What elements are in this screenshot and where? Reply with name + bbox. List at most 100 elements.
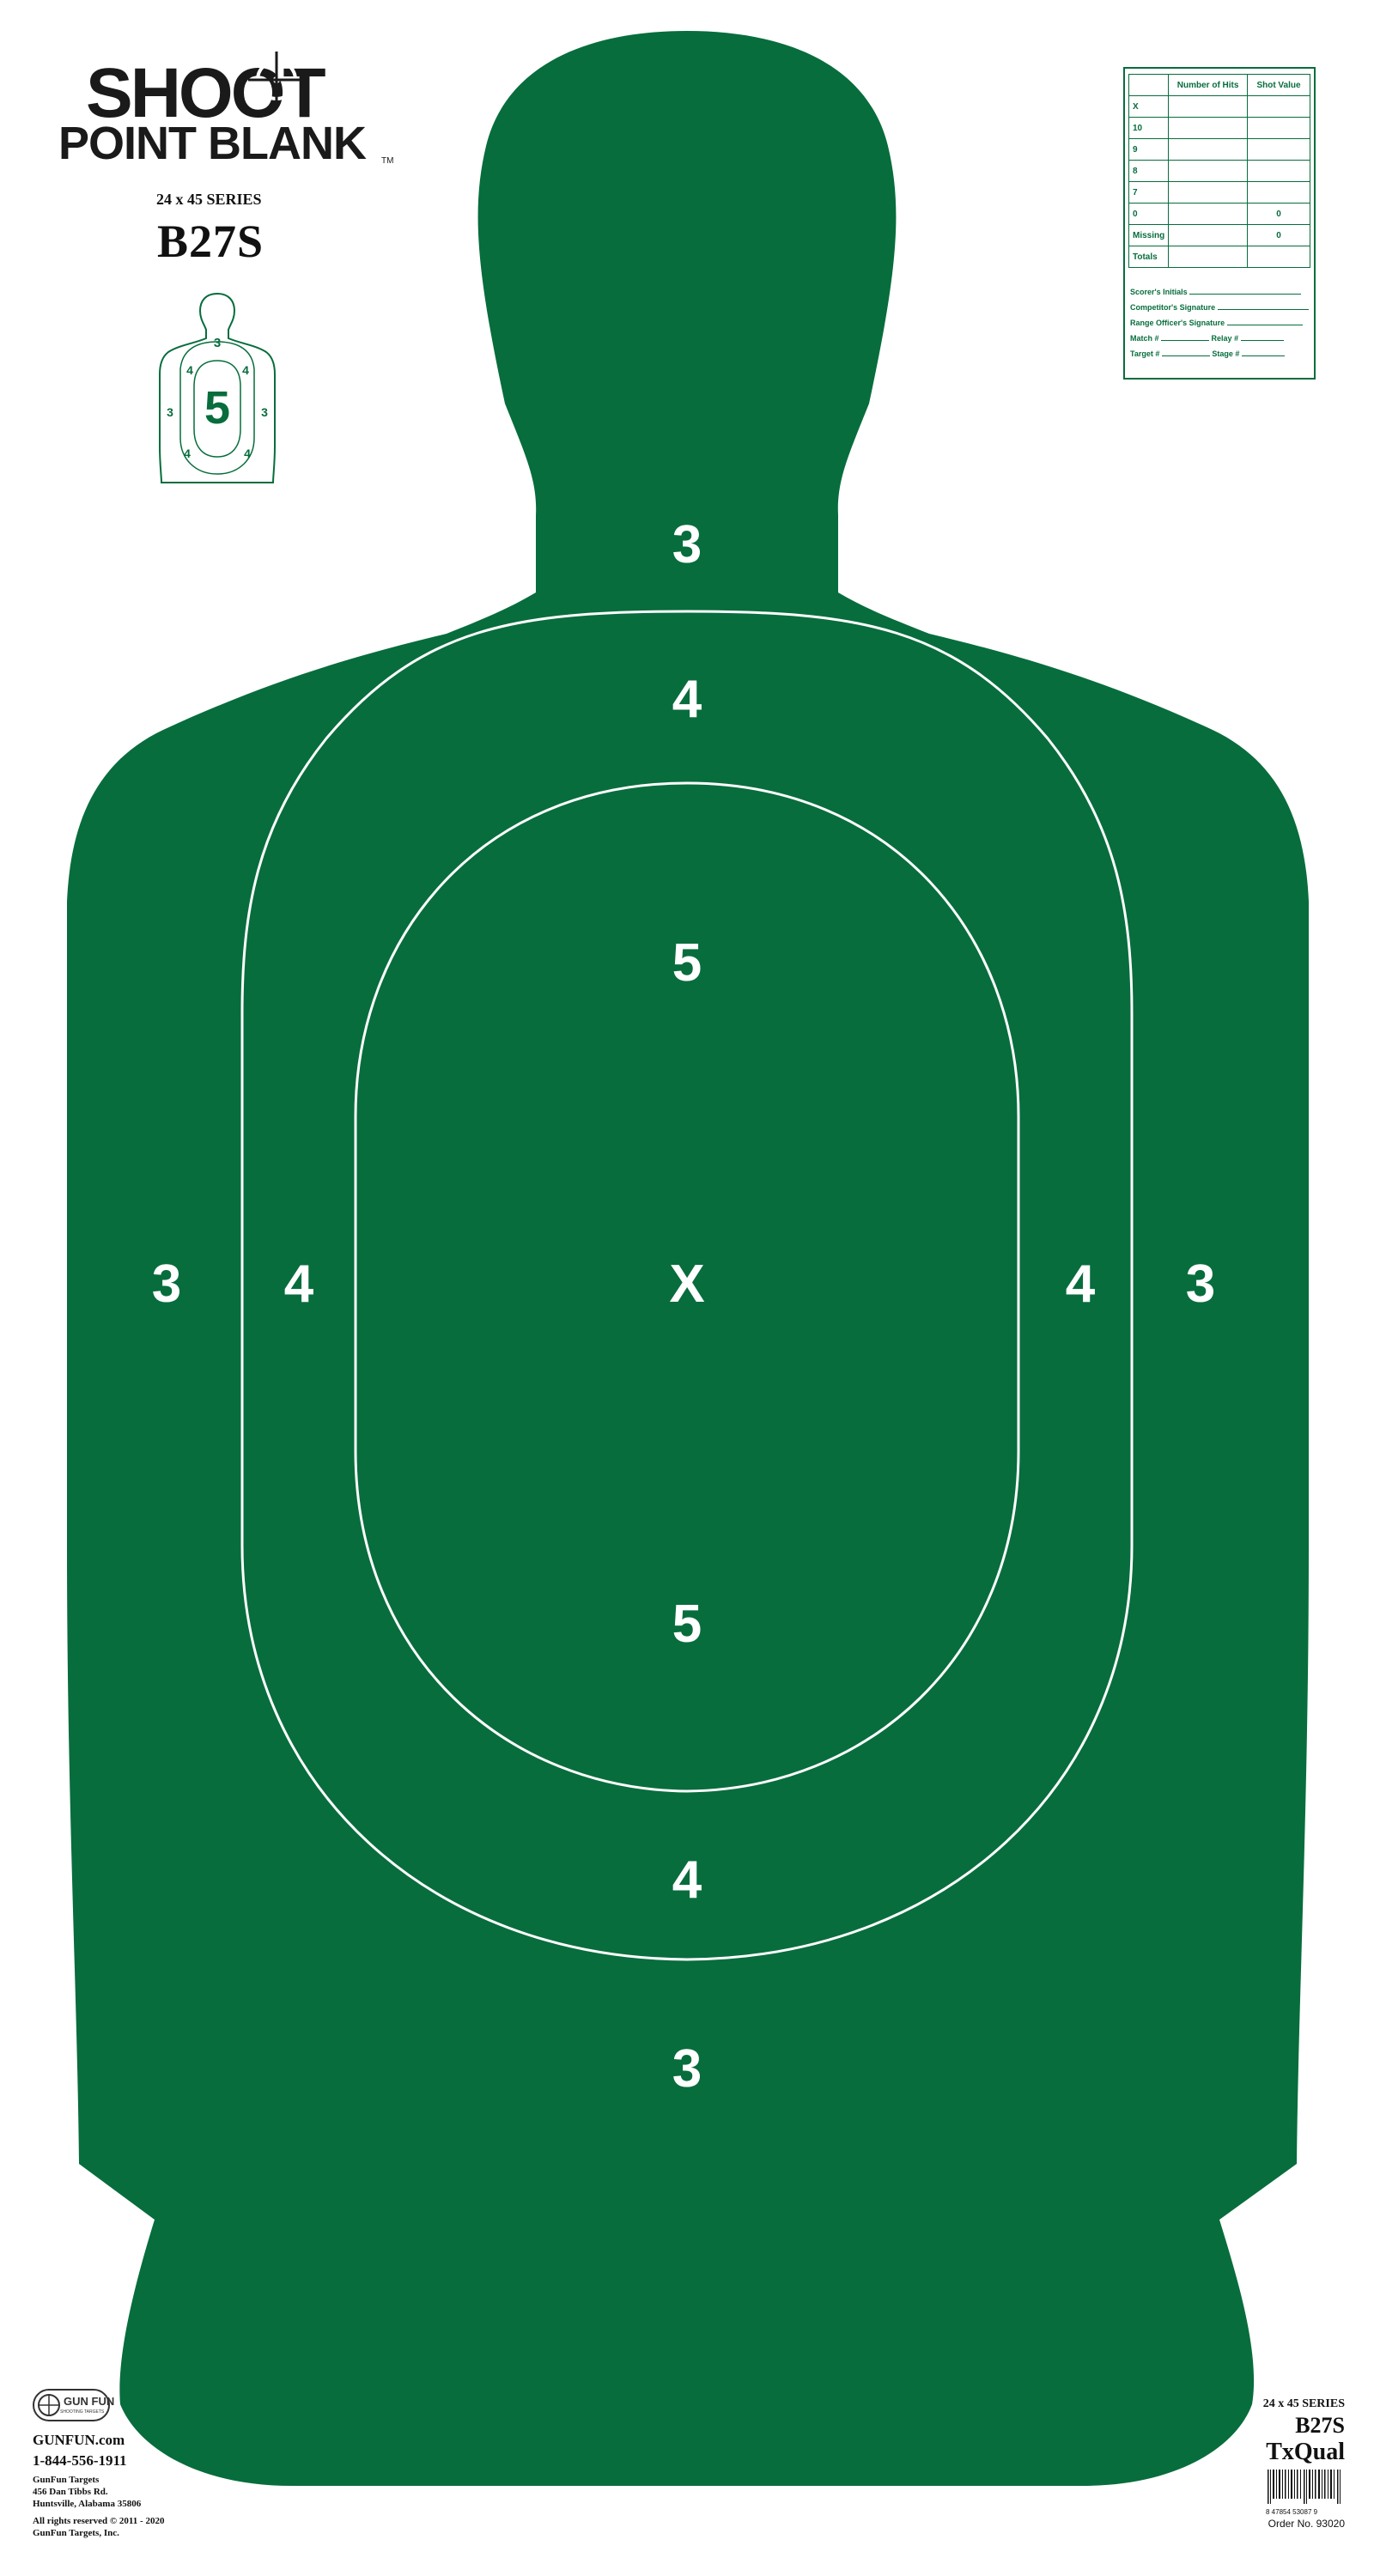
relay-label: Relay #: [1211, 334, 1239, 343]
mini-label-left-3: 3: [167, 405, 173, 419]
score-hits-cell[interactable]: [1168, 224, 1248, 246]
target-label: Target #: [1130, 349, 1160, 358]
scorer-initials-label: Scorer's Initials: [1130, 288, 1188, 296]
score-value-cell[interactable]: [1247, 95, 1310, 118]
mini-ring-4: [179, 341, 255, 475]
score-hits-cell[interactable]: [1168, 160, 1248, 182]
zone-label-upper-4: 4: [672, 670, 702, 729]
score-value-cell[interactable]: 0: [1247, 224, 1310, 246]
match-label: Match #: [1130, 334, 1159, 343]
silhouette-body: [67, 31, 1309, 2486]
score-value-cell[interactable]: 0: [1247, 203, 1310, 225]
score-row-label: 8: [1128, 160, 1170, 182]
phone-text: 1-844-556-1911: [33, 2452, 127, 2469]
address-city: Huntsville, Alabama 35806: [33, 2499, 142, 2509]
ring-5-outline: [354, 781, 1020, 1793]
brand-logo-shoot: SHOOT: [86, 54, 326, 132]
mini-ring-5: [193, 360, 241, 458]
model-label: B27S: [157, 216, 264, 267]
zone-label-right-3: 3: [1186, 1255, 1215, 1314]
mini-label-right-4-top: 4: [242, 363, 249, 377]
range-officer-signature-label: Range Officer's Signature: [1130, 319, 1225, 327]
score-header-blank: [1128, 74, 1170, 96]
match-relay-line[interactable]: Match # Relay #: [1130, 333, 1284, 343]
mini-silhouette-outline: [159, 292, 276, 483]
score-hits-cell[interactable]: [1168, 203, 1248, 225]
table-row: X: [1128, 95, 1310, 118]
barcode: 8 47854 53087 9: [1266, 2470, 1345, 2516]
zone-label-right-4: 4: [1066, 1255, 1096, 1314]
score-hits-cell[interactable]: [1168, 246, 1248, 268]
gunfun-logo-subtext: SHOOTING TARGETS: [60, 2409, 105, 2415]
footer-model-label: B27S: [1295, 2413, 1345, 2438]
website-text[interactable]: GUNFUN.com: [33, 2432, 125, 2448]
mini-label-right-4-bottom: 4: [244, 447, 251, 460]
silhouette-lower-shadow: [292, 2486, 1082, 2488]
score-table: Number of Hits Shot Value X 10 9 8: [1128, 74, 1310, 268]
score-hits-cell[interactable]: [1168, 117, 1248, 139]
score-value-cell[interactable]: [1247, 117, 1310, 139]
gunfun-logo: GUN FUN SHOOTING TARGETS: [33, 2389, 114, 2421]
score-hits-cell[interactable]: [1168, 181, 1248, 204]
table-row: Totals: [1128, 246, 1310, 268]
score-row-label: 7: [1128, 181, 1170, 204]
zone-label-head-3: 3: [672, 515, 702, 574]
mini-label-left-4-bottom: 4: [184, 447, 191, 460]
order-number: Order No. 93020: [1268, 2518, 1345, 2530]
score-row-label: 9: [1128, 138, 1170, 161]
address-street: 456 Dan Tibbs Rd.: [33, 2487, 108, 2497]
score-value-cell[interactable]: [1247, 138, 1310, 161]
score-row-label: 10: [1128, 117, 1170, 139]
owner-text: GunFun Targets, Inc.: [33, 2528, 119, 2538]
zone-label-upper-5: 5: [672, 933, 702, 993]
score-hits-cell[interactable]: [1168, 138, 1248, 161]
gunfun-logo-text: GUN FUN: [64, 2395, 115, 2408]
score-row-label: Missing: [1128, 224, 1170, 246]
brand-logo-point-blank: POINT BLANK: [58, 118, 367, 169]
score-value-cell[interactable]: [1247, 246, 1310, 268]
score-value-cell[interactable]: [1247, 160, 1310, 182]
score-table-header: Number of Hits Shot Value: [1128, 74, 1310, 96]
table-row: 0 0: [1128, 203, 1310, 225]
scorer-initials-line[interactable]: Scorer's Initials: [1130, 287, 1302, 296]
zone-label-lower-4: 4: [672, 1850, 702, 1910]
table-row: 8: [1128, 160, 1310, 182]
score-header-hits: Number of Hits: [1168, 74, 1248, 96]
table-row: 9: [1128, 138, 1310, 161]
zone-label-lower-5: 5: [672, 1595, 702, 1654]
gunfun-crosshair-icon: [38, 2394, 60, 2416]
trademark-mark: TM: [381, 156, 394, 166]
competitor-signature-line[interactable]: Competitor's Signature: [1130, 302, 1309, 312]
target-stage-line[interactable]: Target # Stage #: [1130, 349, 1285, 358]
company-name: GunFun Targets: [33, 2475, 100, 2485]
mini-target-diagram: 3 4 4 5 3 3 4 4: [159, 292, 276, 483]
rights-text: All rights reserved © 2011 - 2020: [33, 2516, 165, 2526]
score-hits-cell[interactable]: [1168, 95, 1248, 118]
score-row-label: 0: [1128, 203, 1170, 225]
series-label: 24 x 45 SERIES: [156, 191, 262, 208]
score-card: Number of Hits Shot Value X 10 9 8: [1123, 67, 1316, 380]
barcode-digits: 8 47854 53087 9: [1266, 2508, 1318, 2516]
table-row: Missing 0: [1128, 224, 1310, 246]
zone-label-bottom-3: 3: [672, 2039, 702, 2099]
score-row-label: Totals: [1128, 246, 1170, 268]
mini-label-left-4-top: 4: [186, 363, 193, 377]
zone-label-left-4: 4: [284, 1255, 314, 1314]
zone-label-left-3: 3: [152, 1255, 181, 1314]
score-header-value: Shot Value: [1247, 74, 1310, 96]
score-row-label: X: [1128, 95, 1170, 118]
barcode-bars-icon: [1268, 2470, 1341, 2504]
zone-label-x: X: [669, 1255, 704, 1314]
score-value-cell[interactable]: [1247, 181, 1310, 204]
range-officer-signature-line[interactable]: Range Officer's Signature: [1130, 318, 1303, 327]
footer-variant-label: TxQual: [1266, 2439, 1345, 2465]
stage-label: Stage #: [1212, 349, 1240, 358]
ring-4-outline: [240, 610, 1134, 1961]
mini-label-right-3: 3: [261, 405, 268, 419]
footer-series-label: 24 x 45 SERIES: [1262, 2397, 1345, 2410]
mini-label-center-5: 5: [204, 382, 230, 434]
crosshair-icon: [248, 52, 305, 108]
table-row: 7: [1128, 181, 1310, 204]
